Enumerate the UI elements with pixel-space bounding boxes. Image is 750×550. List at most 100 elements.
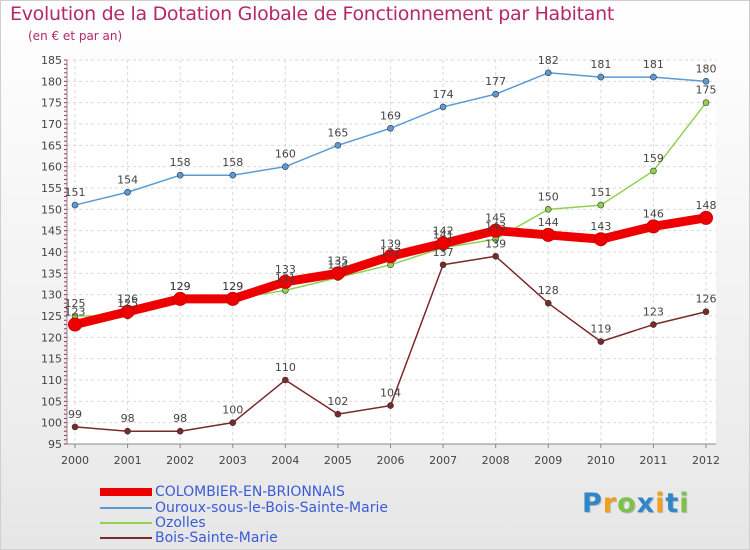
y-tick-label: 110: [41, 374, 62, 387]
data-label: 129: [222, 280, 243, 293]
data-point: [176, 171, 184, 179]
data-label: 174: [433, 88, 454, 101]
data-label: 141: [433, 229, 454, 242]
data-point: [597, 201, 605, 209]
data-point: [544, 69, 552, 77]
x-tick-label: 2005: [324, 454, 352, 467]
legend-label: COLOMBIER-EN-BRIONNAIS: [155, 484, 345, 500]
data-label: 135: [327, 254, 348, 267]
data-label: 134: [327, 259, 348, 272]
data-point: [68, 317, 82, 332]
data-label: 150: [538, 190, 559, 203]
y-tick-label: 130: [41, 289, 62, 302]
data-point: [702, 78, 710, 85]
chart-title: Evolution de la Dotation Globale de Fonc…: [10, 3, 615, 25]
data-point: [120, 304, 135, 319]
data-label: 126: [117, 293, 138, 306]
data-point: [492, 252, 499, 260]
x-tick-label: 2003: [219, 454, 247, 467]
data-point: [282, 376, 289, 384]
x-tick-label: 2002: [166, 454, 194, 467]
data-point: [699, 210, 713, 225]
y-tick-label: 100: [41, 417, 62, 430]
y-tick-label: 95: [48, 438, 62, 451]
data-point: [387, 402, 394, 409]
x-tick-label: 2004: [271, 454, 299, 467]
y-tick-label: 180: [41, 75, 62, 88]
data-label: 145: [485, 212, 506, 225]
data-point: [488, 223, 503, 238]
y-tick-label: 140: [41, 246, 62, 259]
x-tick-label: 2010: [587, 454, 615, 467]
data-label: 182: [538, 54, 559, 67]
data-label: 169: [380, 109, 401, 122]
data-label: 154: [117, 173, 138, 186]
x-tick-label: 2006: [377, 454, 405, 467]
data-label: 180: [696, 62, 717, 75]
y-tick-label: 185: [41, 54, 62, 67]
data-label: 110: [275, 361, 296, 374]
legend-label: Bois-Sainte-Marie: [155, 530, 278, 546]
chart-subtitle: (en € et par an): [28, 29, 123, 43]
data-label: 104: [380, 387, 401, 400]
legend-item-bois-sainte-marie: Bois-Sainte-Marie: [100, 530, 430, 546]
data-label: 123: [643, 306, 664, 319]
y-tick-label: 160: [41, 161, 62, 174]
data-point: [597, 73, 605, 81]
data-point: [544, 299, 552, 307]
data-label: 100: [222, 404, 243, 417]
y-tick-label: 105: [41, 395, 62, 408]
data-point: [702, 308, 710, 316]
line-chart: 9510010511011512012513013514014515015516…: [41, 54, 720, 467]
data-point: [225, 291, 240, 306]
data-point: [124, 427, 131, 435]
x-tick-label: 2011: [639, 454, 667, 467]
data-label: 148: [696, 199, 717, 212]
legend-swatch: [100, 522, 152, 524]
data-label: 160: [275, 148, 296, 161]
data-label: 139: [485, 237, 506, 250]
data-label: 181: [643, 58, 664, 71]
data-point: [176, 427, 184, 435]
legend-label: Ouroux-sous-le-Bois-Sainte-Marie: [155, 500, 388, 516]
y-tick-label: 135: [41, 267, 62, 280]
data-label: 158: [222, 156, 243, 169]
data-point: [492, 90, 499, 98]
data-point: [439, 103, 447, 111]
data-label: 165: [327, 126, 348, 139]
data-label: 143: [485, 220, 506, 233]
data-point: [330, 266, 345, 281]
legend-swatch: [100, 537, 152, 539]
data-point: [278, 274, 293, 289]
data-label: 102: [327, 395, 348, 408]
data-label: 158: [170, 156, 191, 169]
legend-item-ozolles: Ozolles: [100, 515, 430, 531]
data-point: [544, 206, 552, 213]
data-point: [597, 338, 605, 345]
legend-swatch: [100, 488, 152, 496]
data-label: 123: [65, 306, 86, 319]
y-tick-label: 150: [41, 203, 62, 216]
data-point: [541, 227, 556, 242]
data-label: 119: [590, 323, 611, 336]
data-label: 129: [222, 280, 243, 293]
x-tick-label: 2007: [429, 454, 457, 467]
data-label: 143: [590, 220, 611, 233]
data-point: [229, 419, 237, 426]
y-tick-label: 170: [41, 118, 62, 131]
data-label: 129: [170, 280, 191, 293]
legend-label: Ozolles: [155, 515, 206, 531]
data-point: [229, 171, 237, 179]
data-point: [71, 201, 79, 209]
y-tick-label: 175: [41, 97, 62, 110]
data-label: 177: [485, 75, 506, 88]
data-point: [387, 124, 394, 132]
x-tick-label: 2001: [114, 454, 142, 467]
data-label: 125: [117, 297, 138, 310]
y-tick-label: 155: [41, 182, 62, 195]
data-label: 98: [121, 412, 135, 425]
y-tick-label: 125: [41, 310, 62, 323]
data-point: [383, 249, 398, 264]
x-tick-label: 2009: [534, 454, 562, 467]
data-point: [71, 423, 79, 431]
